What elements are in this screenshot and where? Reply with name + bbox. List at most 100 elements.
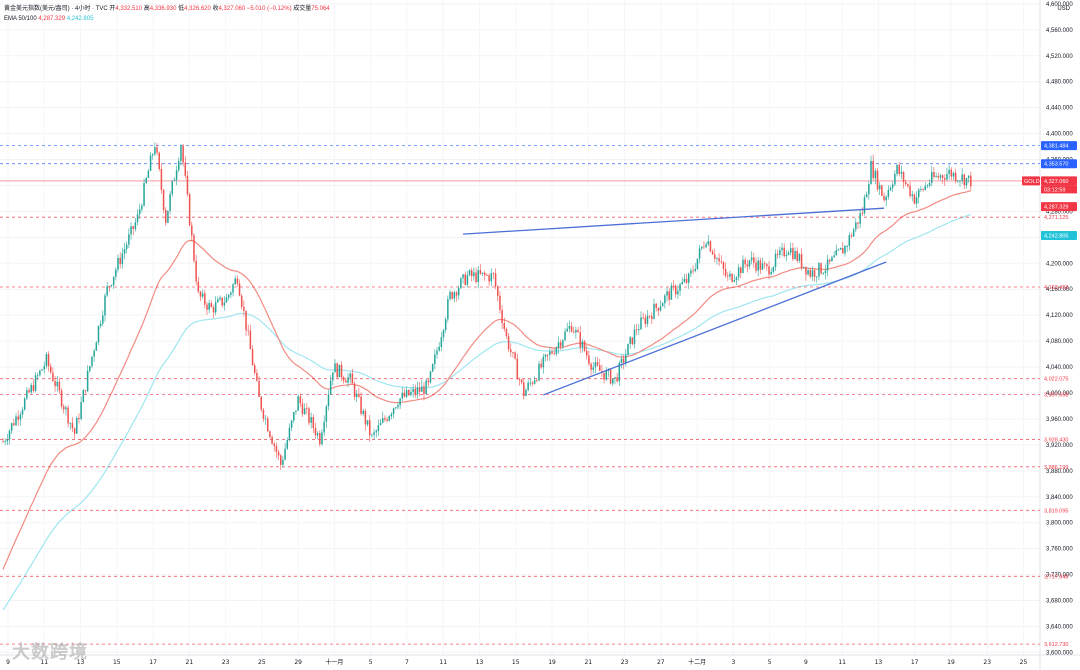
candle-body — [117, 257, 119, 270]
candle — [531, 381, 534, 387]
candle-body — [896, 164, 898, 175]
candle — [353, 381, 356, 401]
price-marker-support: 3,997.658 — [1044, 393, 1068, 399]
candle — [392, 407, 395, 419]
candle-body — [735, 277, 738, 281]
candle-body — [510, 349, 512, 353]
candle — [800, 248, 803, 271]
candle — [714, 248, 716, 263]
candle — [727, 272, 729, 282]
ema100-line — [2, 214, 971, 611]
candle-body — [861, 213, 864, 215]
legend-high-label: 高 — [143, 6, 150, 12]
candle — [84, 389, 87, 395]
candle — [429, 370, 432, 384]
candle — [937, 172, 940, 180]
y-tick-label: 3,960.000 — [1046, 417, 1073, 423]
candle-body — [794, 251, 796, 260]
candle-body — [405, 389, 408, 397]
candle — [844, 244, 846, 257]
candle — [479, 264, 482, 275]
candle — [6, 433, 9, 446]
candle — [798, 252, 801, 263]
candle-body — [902, 172, 905, 183]
candle-body — [253, 365, 256, 373]
candle — [325, 404, 328, 428]
candle-body — [815, 276, 818, 278]
candle — [334, 359, 336, 373]
candle-body — [518, 379, 521, 381]
candle-body — [199, 291, 202, 297]
candle — [672, 279, 675, 291]
candle — [219, 295, 221, 301]
candle — [314, 422, 317, 440]
candle — [564, 328, 566, 342]
candle-body — [280, 455, 282, 465]
candle — [329, 374, 332, 396]
candle — [868, 181, 870, 200]
candle-body — [872, 160, 874, 179]
price-marker-value: 4,271.125 — [1044, 215, 1068, 221]
candle — [473, 267, 475, 281]
candle-body — [89, 366, 91, 371]
candle — [442, 328, 445, 342]
candle — [349, 371, 351, 384]
candle-body — [63, 406, 65, 410]
candle-body — [408, 389, 410, 396]
candle-body — [727, 275, 729, 277]
candle-body — [97, 325, 100, 343]
candle-body — [427, 380, 430, 383]
candle-body — [293, 412, 295, 421]
candle-body — [314, 427, 317, 436]
price-marker-value: 4,327.060 — [1044, 179, 1068, 185]
price-axis-markers: 4,327.060 03:12:59 GOLD 4,381.484 4,353.570 4… — [1022, 141, 1077, 648]
candle — [444, 317, 447, 333]
candle-body — [744, 259, 746, 265]
candle — [894, 170, 896, 187]
candle — [86, 365, 89, 393]
candle — [258, 376, 260, 397]
candle — [460, 276, 462, 289]
candle-body — [653, 303, 655, 319]
legend-volume: 75.064 — [311, 6, 330, 12]
candle — [2, 438, 4, 443]
candle-body — [505, 328, 508, 337]
candle-body — [173, 179, 176, 181]
candle-body — [76, 417, 78, 434]
candle — [787, 250, 790, 256]
candle — [709, 240, 712, 253]
candle — [319, 430, 321, 447]
candle-body — [514, 352, 516, 359]
candle-body — [143, 182, 145, 206]
candle-body — [538, 363, 540, 381]
candle — [505, 327, 508, 340]
candle-body — [629, 337, 631, 344]
candle-body — [345, 380, 347, 383]
candle-body — [742, 259, 744, 274]
x-tick-label: 十一月 — [325, 658, 343, 666]
x-tick-label: 23 — [983, 659, 991, 666]
candle — [41, 368, 43, 371]
candle — [355, 390, 358, 402]
y-tick-label: 4,280.000 — [1046, 209, 1073, 215]
candle — [774, 249, 777, 271]
candle — [301, 398, 304, 417]
candle-body — [575, 329, 577, 333]
candle — [677, 285, 679, 299]
candle-body — [188, 194, 191, 226]
candle-body — [54, 381, 56, 387]
candle — [78, 413, 80, 424]
candle — [646, 310, 649, 327]
candle — [664, 293, 666, 309]
candle — [327, 389, 330, 411]
candle-body — [470, 270, 473, 277]
candle — [151, 153, 154, 160]
candle-body — [750, 257, 753, 261]
candle-body — [946, 174, 948, 180]
candle-body — [911, 194, 913, 197]
candle-body — [323, 421, 325, 433]
candle-body — [746, 264, 749, 267]
candle — [863, 194, 866, 216]
